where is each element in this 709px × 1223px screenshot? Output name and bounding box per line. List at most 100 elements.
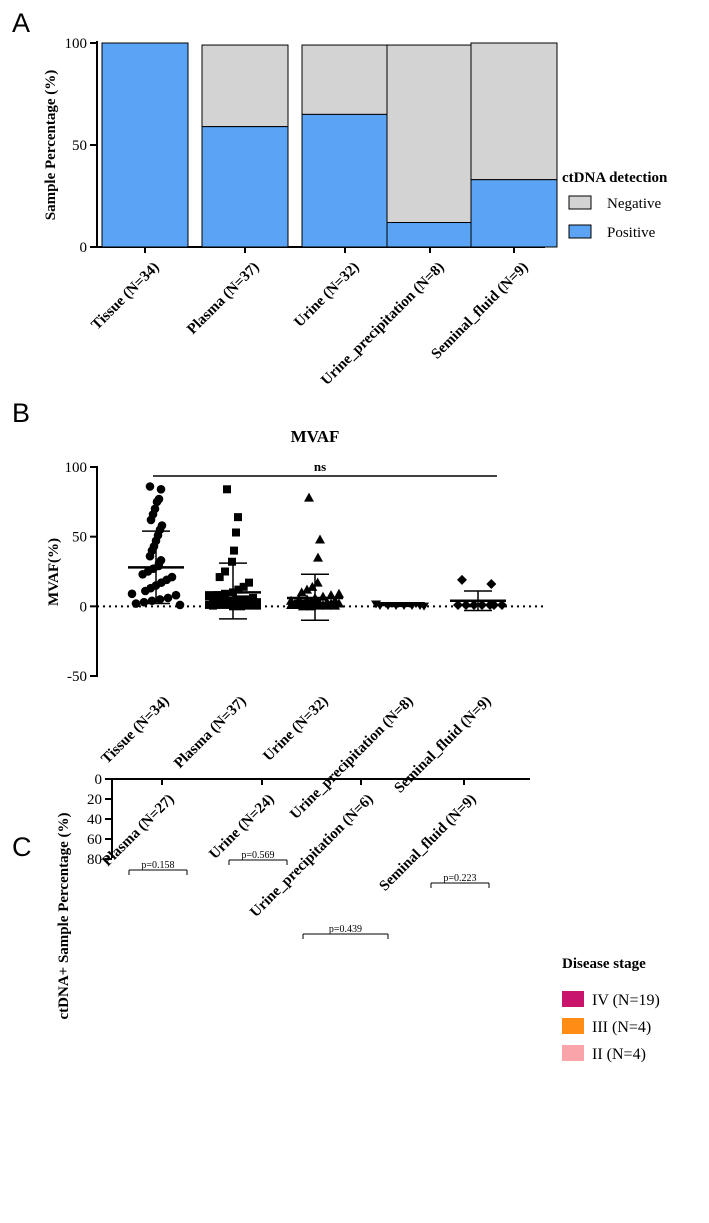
b-point (139, 597, 149, 607)
a-bar-positive (470, 179, 558, 248)
b-point (334, 588, 344, 598)
b-y-tick-label: 0 (80, 599, 88, 615)
b-title: MVAF (291, 427, 340, 446)
b-point (127, 589, 137, 599)
b-point (146, 515, 156, 525)
b-point (233, 595, 241, 604)
a-bar-positive (386, 222, 474, 248)
c-legend-title: Disease stage (562, 956, 646, 972)
c-y-tick-label: 0 (95, 772, 103, 788)
b-point (302, 584, 312, 594)
a-x-tick-label: Plasma (N=37) (184, 259, 262, 337)
b-point (245, 601, 253, 610)
a-legend-label: Positive (607, 225, 656, 241)
c-legend-label: III (N=4) (592, 1019, 651, 1036)
a-bar-negative (386, 44, 474, 224)
b-point (131, 599, 141, 608)
b-point (223, 485, 231, 494)
b-point (315, 534, 325, 544)
c-legend-label: IV (N=19) (592, 992, 660, 1009)
b-point (152, 497, 162, 507)
a-bar-negative (201, 44, 289, 128)
c-y-tick-label: 20 (87, 792, 102, 808)
b-point (175, 600, 185, 610)
panel-label-b: B (12, 398, 30, 428)
c-pvalue-label: p=0.569 (241, 850, 274, 861)
b-point (296, 587, 307, 597)
b-point (461, 599, 471, 610)
c-legend-swatch-ii (562, 1045, 584, 1061)
b-point (477, 599, 487, 610)
b-point (457, 574, 467, 585)
b-point (239, 582, 248, 591)
c-y-tick-label: 40 (87, 812, 102, 828)
b-point (141, 586, 150, 596)
b-point (215, 573, 224, 582)
c-y-tick-label: 80 (87, 852, 102, 868)
c-pvalue-label: p=0.223 (443, 873, 476, 884)
b-point (230, 546, 238, 555)
a-y-tick-label: 0 (80, 240, 88, 256)
b-point (245, 578, 253, 587)
a-bar-negative (301, 44, 389, 115)
b-point (286, 599, 296, 609)
b-y-axis-label: MVAF(%) (46, 538, 62, 606)
b-x-tick-label: Urine (N=32) (260, 693, 331, 764)
b-point (314, 600, 324, 610)
a-y-axis-label: Sample Percentage (%) (43, 70, 59, 221)
b-point (234, 585, 243, 594)
a-y-tick-label: 50 (72, 138, 87, 154)
a-legend-label: Negative (607, 196, 661, 212)
a-x-tick-label: Urine (N=32) (291, 259, 362, 330)
a-bar-positive (201, 126, 289, 248)
panel-label-c: C (12, 832, 32, 862)
b-point (304, 492, 314, 502)
a-bar-positive (301, 113, 389, 248)
b-point (330, 600, 340, 610)
b-point (234, 513, 242, 522)
b-point (138, 569, 147, 579)
a-x-tick-label: Seminal_fluid (N=9) (429, 259, 532, 362)
c-legend-swatch-iv (562, 991, 584, 1007)
a-x-tick-label: Tissue (N=34) (89, 259, 163, 333)
c-y-axis-label: ctDNA+ Sample Percentage (%) (56, 813, 72, 1020)
b-point (213, 591, 221, 600)
b-point (217, 600, 225, 609)
b-point (205, 592, 213, 601)
c-legend-swatch-iii (562, 1018, 584, 1034)
b-point (298, 601, 308, 611)
panel-label-a: A (12, 8, 30, 38)
b-x-tick-label: Plasma (N=37) (171, 693, 249, 771)
b-y-tick-label: 50 (72, 530, 87, 546)
b-point (221, 589, 229, 598)
a-legend-swatch-positive (568, 224, 592, 239)
c-legend-label: II (N=4) (592, 1046, 646, 1063)
b-point (469, 599, 479, 610)
a-bar-negative (470, 42, 558, 181)
b-y-tick-label: -50 (67, 669, 87, 685)
a-bar-positive (101, 42, 189, 248)
b-point (156, 484, 166, 494)
b-point (253, 601, 261, 610)
b-point (171, 590, 181, 600)
b-x-tick-label: Tissue (N=34) (99, 693, 173, 767)
b-point (486, 579, 497, 590)
b-significance-label: ns (314, 459, 326, 474)
b-point (237, 602, 245, 611)
b-point (145, 482, 155, 491)
b-point (322, 600, 332, 610)
b-point (497, 599, 507, 610)
b-point (221, 567, 229, 576)
b-point (209, 601, 217, 610)
c-pvalue-label: p=0.439 (329, 924, 362, 935)
b-y-tick-label: 100 (65, 460, 88, 476)
b-point (249, 593, 257, 602)
b-point (232, 528, 240, 537)
b-point (313, 552, 323, 562)
a-y-tick-label: 100 (65, 36, 88, 52)
b-point (155, 595, 165, 604)
c-pvalue-label: p=0.158 (141, 860, 174, 871)
b-point (228, 557, 236, 566)
b-point (489, 599, 499, 610)
